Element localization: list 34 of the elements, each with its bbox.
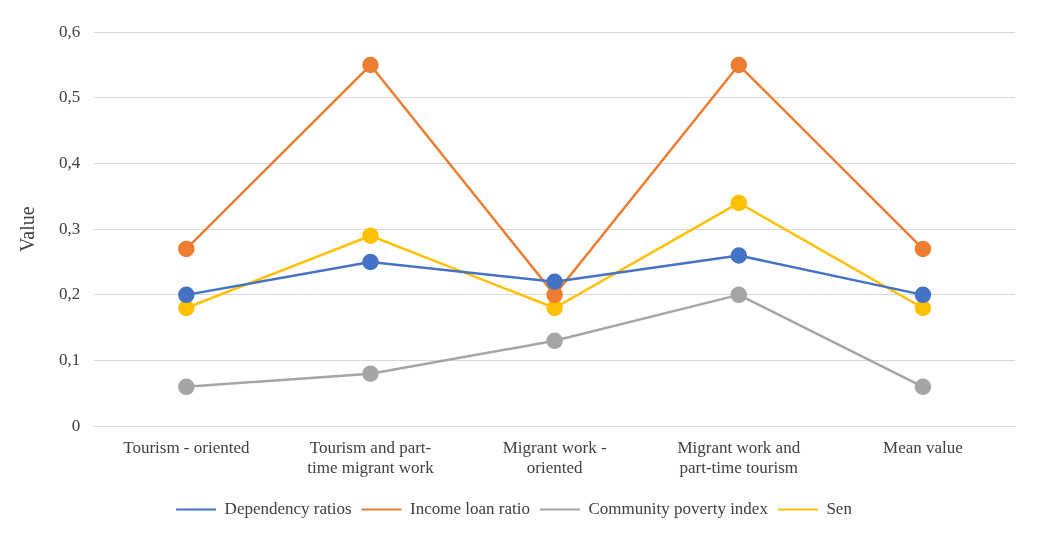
point <box>362 56 379 74</box>
x-tick-label: Migrant work - oriented <box>502 437 607 478</box>
y-tick-label: 0,5 <box>59 87 81 107</box>
x-tick-label: Tourism - oriented <box>123 437 250 457</box>
y-tick-label: 0,1 <box>59 350 81 369</box>
point <box>914 286 932 304</box>
y-tick-label: 0,2 <box>59 284 81 304</box>
y-tick-label: 0,3 <box>59 218 81 238</box>
point <box>730 56 748 74</box>
x-tick-label: Tourism and part-time migrant work <box>307 437 435 478</box>
y-tick-label: 0 <box>71 415 81 435</box>
point <box>178 378 195 396</box>
point <box>914 299 932 317</box>
point <box>362 365 379 382</box>
x-tick-label: Migrant work and part-time tourism <box>677 437 801 478</box>
legend-label: Dependency ratios <box>224 498 352 518</box>
legend-label: Community poverty index <box>588 498 769 518</box>
legend-label: Income loan ratio <box>410 498 530 518</box>
y-tick-label: 0,4 <box>59 153 81 172</box>
point <box>362 227 379 245</box>
point <box>546 273 563 290</box>
legend-label: Sen <box>826 498 853 518</box>
y-axis-title: Value <box>16 206 39 252</box>
point <box>178 286 195 304</box>
point <box>362 253 379 271</box>
point <box>730 286 748 304</box>
point <box>546 332 563 350</box>
point <box>914 240 932 258</box>
y-tick-label: 0,6 <box>59 21 81 41</box>
point <box>914 378 932 396</box>
point <box>178 240 195 258</box>
x-tick-label: Mean value <box>883 437 963 457</box>
point <box>730 247 748 264</box>
point <box>730 194 748 212</box>
